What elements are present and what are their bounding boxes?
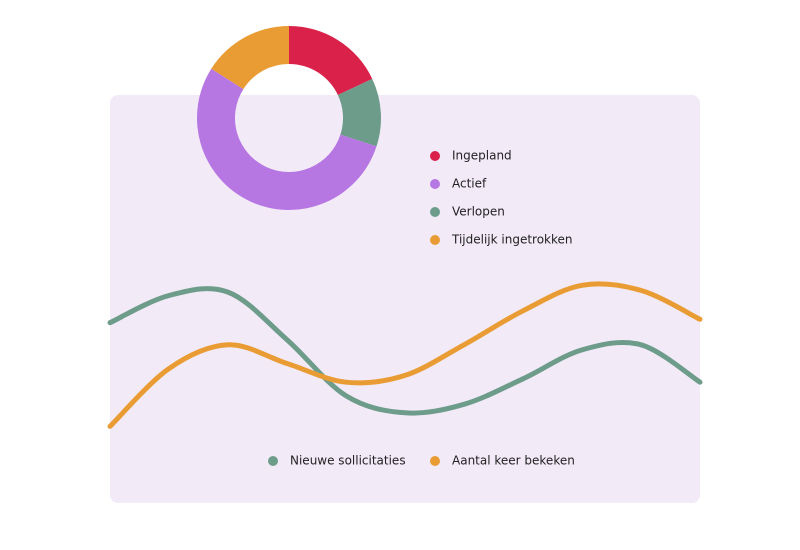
legend-label: Verlopen bbox=[452, 205, 505, 219]
legend-dot bbox=[430, 151, 440, 161]
donut-slice bbox=[289, 26, 373, 96]
line-series bbox=[107, 281, 703, 429]
line-series bbox=[107, 286, 703, 416]
legend-dot bbox=[430, 456, 440, 466]
donut-slice bbox=[211, 26, 289, 90]
legend-label: Tijdelijk ingetrokken bbox=[451, 233, 573, 247]
legend-dot bbox=[430, 235, 440, 245]
legend-dot bbox=[430, 179, 440, 189]
legend-dot bbox=[268, 456, 278, 466]
legend-dot bbox=[430, 207, 440, 217]
legend-label: Ingepland bbox=[452, 149, 512, 163]
legend-label: Nieuwe sollicitaties bbox=[290, 454, 406, 468]
donut-slice bbox=[197, 68, 377, 210]
panel bbox=[110, 95, 700, 503]
legend-label: Aantal keer bekeken bbox=[452, 454, 575, 468]
legend-label: Actief bbox=[452, 177, 487, 191]
donut-slice bbox=[337, 78, 381, 147]
